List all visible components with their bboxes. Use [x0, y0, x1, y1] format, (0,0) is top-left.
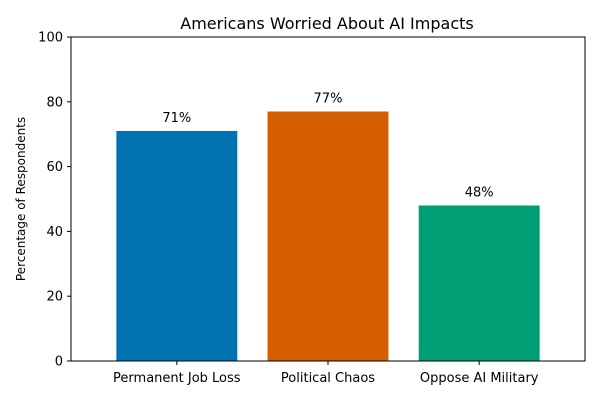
data-labels: 71% 77% 48% [162, 92, 493, 201]
plot-frame [70, 36, 586, 362]
data-label: 71% [162, 111, 191, 126]
y-tick-label: 40 [46, 225, 63, 240]
x-tick-label: Permanent Job Loss [113, 371, 241, 386]
y-axis-label: Percentage of Respondents [14, 117, 28, 281]
bar [418, 205, 540, 361]
x-axis: Permanent Job Loss Political Chaos Oppose … [113, 361, 539, 386]
x-tick-label: Political Chaos [281, 371, 375, 386]
x-tick-label: Oppose AI Military [420, 371, 539, 386]
bar [116, 130, 238, 361]
y-axis: 0 20 40 60 80 100 [38, 31, 71, 370]
chart-title: Americans Worried About AI Impacts [180, 14, 473, 33]
y-tick-label: 0 [55, 355, 63, 370]
y-tick-label: 100 [38, 31, 63, 46]
bars-layer [116, 111, 540, 362]
data-label: 77% [314, 92, 343, 107]
y-tick-label: 20 [46, 290, 63, 305]
bar [267, 111, 389, 362]
y-tick-label: 80 [46, 95, 63, 110]
data-label: 48% [465, 185, 494, 200]
y-tick-label: 60 [46, 160, 63, 175]
